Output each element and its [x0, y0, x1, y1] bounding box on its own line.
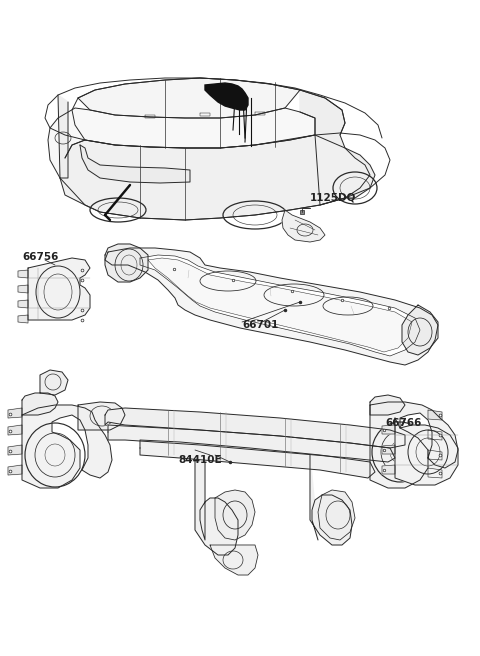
Polygon shape [310, 455, 352, 545]
Polygon shape [370, 402, 458, 488]
Polygon shape [108, 425, 395, 462]
Polygon shape [215, 490, 255, 540]
Polygon shape [210, 545, 258, 575]
Polygon shape [18, 270, 28, 278]
Polygon shape [370, 395, 405, 415]
Polygon shape [60, 135, 370, 220]
Polygon shape [428, 410, 442, 420]
Polygon shape [195, 460, 238, 555]
Polygon shape [282, 210, 325, 242]
Polygon shape [140, 255, 420, 356]
Polygon shape [40, 370, 68, 395]
Polygon shape [8, 408, 22, 418]
Polygon shape [8, 465, 22, 475]
Polygon shape [428, 468, 442, 478]
Polygon shape [78, 402, 125, 430]
Polygon shape [78, 78, 300, 118]
Polygon shape [300, 90, 375, 205]
Polygon shape [105, 244, 148, 282]
Polygon shape [382, 425, 395, 434]
Polygon shape [395, 418, 458, 485]
Polygon shape [148, 258, 412, 352]
Polygon shape [382, 445, 395, 454]
Polygon shape [205, 83, 248, 110]
Polygon shape [428, 450, 442, 460]
Polygon shape [382, 465, 395, 474]
Polygon shape [8, 445, 22, 455]
Text: 84410E: 84410E [178, 455, 222, 465]
Polygon shape [318, 490, 355, 540]
Polygon shape [140, 440, 375, 478]
Polygon shape [8, 425, 22, 435]
Polygon shape [22, 405, 112, 488]
Polygon shape [402, 305, 438, 355]
Polygon shape [428, 430, 442, 440]
Text: 66756: 66756 [22, 252, 59, 262]
Polygon shape [48, 108, 315, 178]
Polygon shape [58, 95, 68, 178]
Text: 1125DQ: 1125DQ [310, 193, 356, 203]
Polygon shape [28, 258, 90, 320]
Polygon shape [18, 285, 28, 293]
Text: 66701: 66701 [242, 320, 278, 330]
Polygon shape [105, 248, 438, 365]
Polygon shape [80, 145, 190, 183]
Polygon shape [105, 408, 405, 448]
Text: 66766: 66766 [385, 418, 421, 428]
Polygon shape [18, 315, 28, 323]
Polygon shape [18, 300, 28, 308]
Polygon shape [22, 393, 58, 415]
